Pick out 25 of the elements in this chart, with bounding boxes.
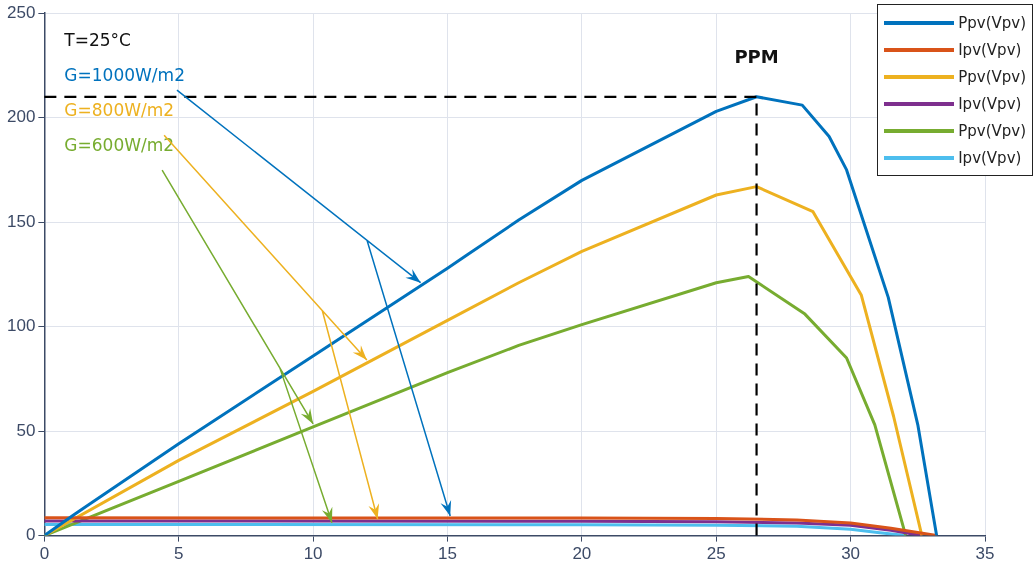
x-tick-label: 15 <box>438 544 457 564</box>
x-tick-label: 5 <box>174 544 184 564</box>
legend-label: Ipv(Vpv) <box>958 94 1022 113</box>
x-tick-label: 35 <box>975 544 995 564</box>
y-tick-label: 250 <box>6 2 36 22</box>
legend-label: Ppv(Vpv) <box>958 67 1026 86</box>
y-tick-label: 0 <box>25 525 36 545</box>
x-tick-label: 20 <box>572 544 592 564</box>
x-tick-label: 25 <box>706 544 726 564</box>
y-tick-label: 100 <box>6 316 36 336</box>
x-tick-label: 0 <box>39 544 50 564</box>
y-tick-label: 50 <box>16 420 36 440</box>
annotation: T=25°C <box>63 29 131 50</box>
annotation: G=1000W/m2 <box>64 64 185 85</box>
y-tick-label: 150 <box>6 211 36 231</box>
legend-label: Ipv(Vpv) <box>958 148 1022 167</box>
x-tick-label: 10 <box>303 544 323 564</box>
legend-label: Ppv(Vpv) <box>958 13 1026 32</box>
annotation: G=800W/m2 <box>64 99 175 120</box>
x-tick-label: 30 <box>841 544 861 564</box>
legend-label: Ppv(Vpv) <box>958 121 1026 140</box>
legend-label: Ipv(Vpv) <box>958 40 1022 59</box>
annotation: PPM <box>734 46 779 68</box>
y-tick-label: 200 <box>6 107 36 127</box>
annotation: G=600W/m2 <box>64 134 175 155</box>
